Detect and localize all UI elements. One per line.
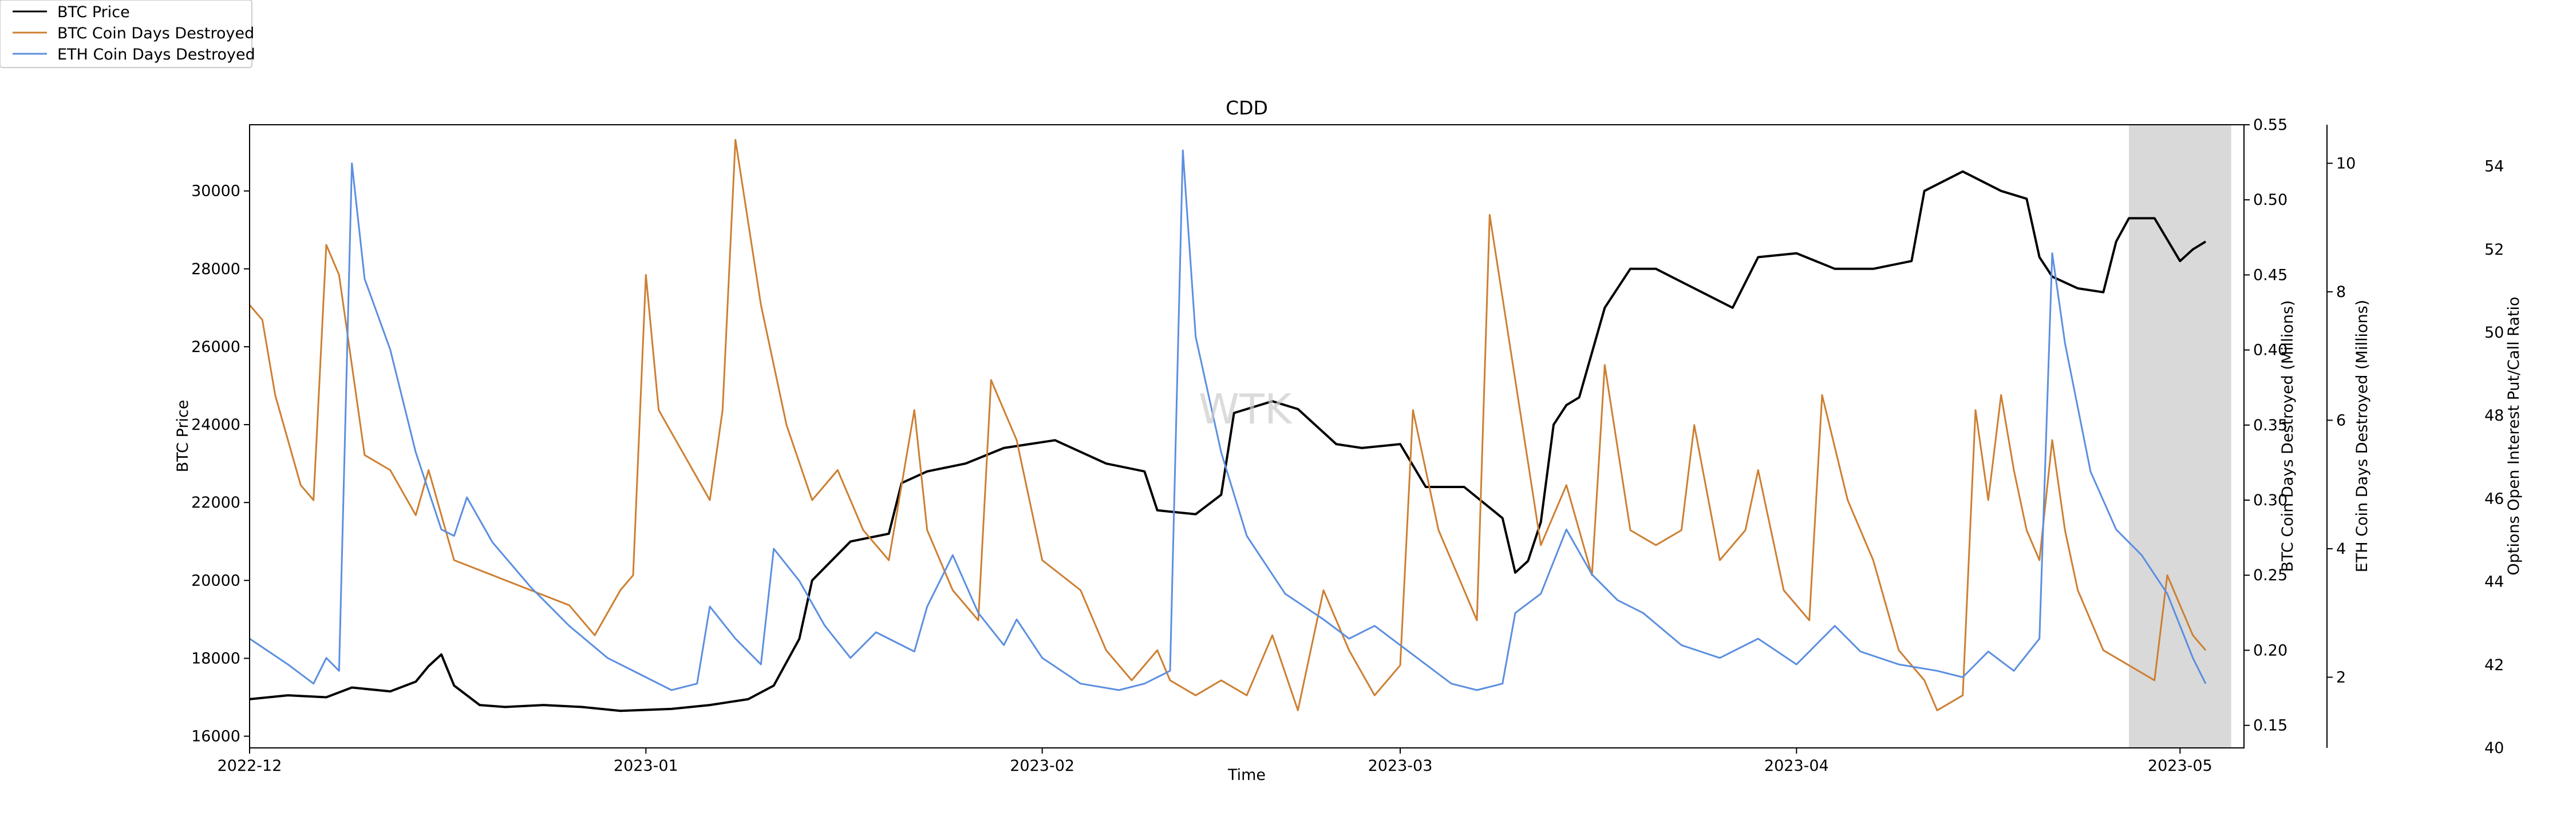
series-line-btc-price — [249, 170, 2207, 712]
y-tick-label-btc-cdd: 0.15 — [2253, 717, 2287, 735]
y-tick-label-btc-price: 18000 — [191, 649, 240, 667]
y-tick-label-eth-cdd: 8 — [2336, 283, 2346, 301]
y-tick-label-eth-cdd: 4 — [2336, 540, 2346, 558]
x-tick-label: 2023-02 — [1010, 757, 1074, 775]
y-tick-label-btc-cdd: 0.35 — [2253, 417, 2287, 434]
y-tick-label-put-call: 44 — [2484, 573, 2504, 591]
y-tick-label-eth-cdd: 2 — [2336, 669, 2346, 687]
y-axis-label-eth-cdd: ETH Coin Days Destroyed (Millions) — [2353, 300, 2371, 572]
shaded-region — [2129, 125, 2231, 748]
y-tick-label-btc-cdd: 0.55 — [2253, 116, 2287, 134]
y-tick-label-btc-cdd: 0.20 — [2253, 641, 2287, 659]
y-tick-label-btc-price: 20000 — [191, 572, 240, 589]
y-tick-label-btc-price: 22000 — [191, 494, 240, 512]
y-tick-label-btc-cdd: 0.30 — [2253, 492, 2287, 509]
x-tick-label: 2023-03 — [1368, 757, 1433, 775]
y-tick-label-btc-price: 26000 — [191, 338, 240, 356]
series-line-eth-coin-days-destroyed — [249, 149, 2207, 691]
chart-title: CDD — [1226, 97, 1268, 119]
x-tick-label: 2023-04 — [1764, 757, 1829, 775]
plot-frame — [249, 124, 2245, 748]
y-tick-label-btc-price: 24000 — [191, 416, 240, 434]
x-tick-label: 2022-12 — [218, 757, 282, 775]
y-tick-label-btc-price: 16000 — [191, 728, 240, 746]
y-tick-label-eth-cdd: 10 — [2336, 154, 2356, 172]
y-tick-label-btc-cdd: 0.40 — [2253, 342, 2287, 359]
legend-label-btc-cdd: BTC Coin Days Destroyed — [57, 25, 254, 42]
y-axis-label-put-call: Options Open Interest Put/Call Ratio — [2505, 297, 2523, 576]
series-layer — [248, 138, 2207, 712]
y-tick-label-btc-price: 28000 — [191, 260, 240, 278]
y-tick-label-put-call: 42 — [2484, 656, 2504, 674]
y-tick-label-put-call: 50 — [2484, 324, 2504, 342]
y-tick-label-put-call: 52 — [2484, 241, 2504, 259]
y-tick-label-btc-cdd: 0.25 — [2253, 566, 2287, 584]
watermark: WTK — [1199, 385, 1293, 433]
y-tick-label-eth-cdd: 6 — [2336, 411, 2346, 429]
y-tick-label-put-call: 48 — [2484, 407, 2504, 425]
x-axis-label: Time — [1227, 766, 1266, 784]
legend-label-btc-price: BTC Price — [57, 3, 130, 21]
x-tick-label: 2023-01 — [614, 757, 678, 775]
y-tick-label-put-call: 46 — [2484, 490, 2504, 508]
y-tick-label-put-call: 54 — [2484, 158, 2504, 176]
y-tick-label-put-call: 40 — [2484, 739, 2504, 757]
legend: BTC Price BTC Coin Days Destroyed ETH Co… — [0, 0, 255, 68]
legend-label-eth-cdd: ETH Coin Days Destroyed — [57, 46, 255, 64]
y-axis-label-btc-cdd: BTC Coin Days Destroyed (Millions) — [2279, 300, 2297, 572]
shaded-region-rect — [2129, 125, 2231, 748]
y-tick-label-btc-cdd: 0.45 — [2253, 266, 2287, 284]
axes-layer: 2022-12 2023-01 2023-02 2023-03 2023-04 2023-… — [191, 116, 2504, 775]
y-tick-label-btc-price: 30000 — [191, 183, 240, 200]
x-tick-label: 2023-05 — [2148, 757, 2212, 775]
y-tick-label-btc-cdd: 0.50 — [2253, 191, 2287, 209]
series-line-btc-coin-days-destroyed — [248, 138, 2207, 711]
y-axis-label-btc-price: BTC Price — [174, 400, 192, 473]
